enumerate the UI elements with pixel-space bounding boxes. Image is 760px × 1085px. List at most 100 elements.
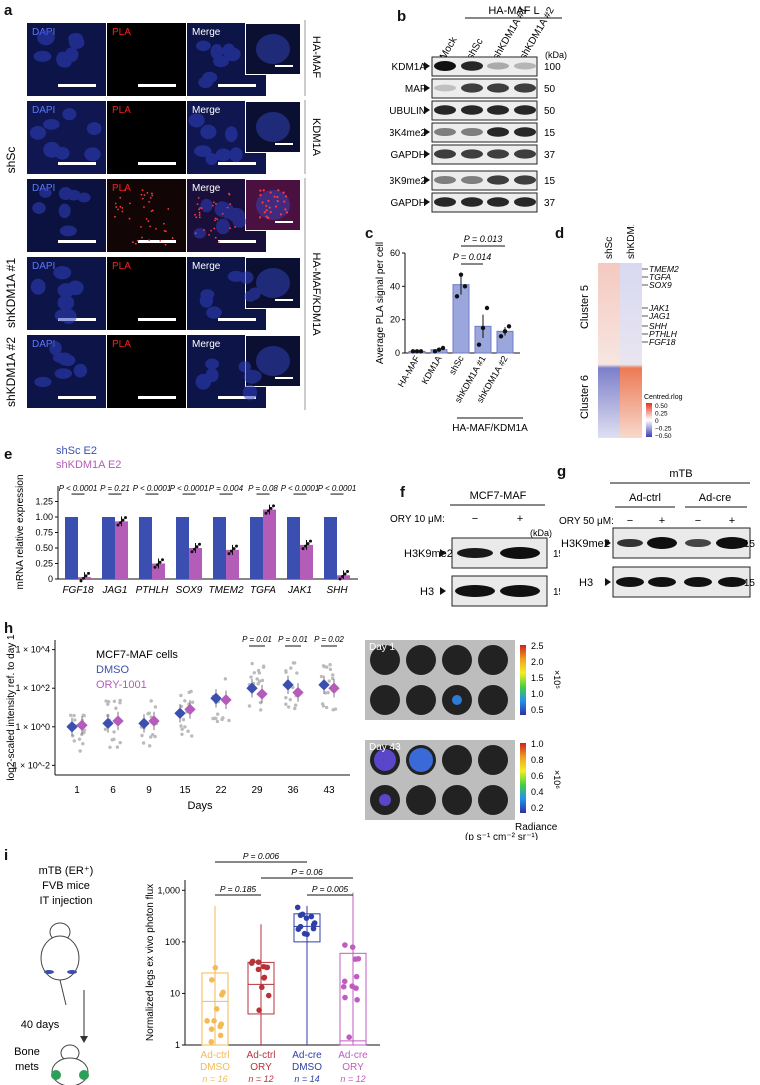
data-point: [180, 732, 184, 736]
band: [514, 175, 536, 185]
nucleus: [86, 122, 102, 136]
kda-label: (kDa): [545, 50, 567, 60]
data-point: [78, 749, 82, 753]
nucleus: [239, 271, 254, 284]
y-tick-label: 1.00: [35, 512, 53, 522]
n-label: n = 12: [248, 1074, 273, 1084]
pla-dot: [198, 214, 201, 216]
mouse-icon: [51, 1044, 89, 1085]
pla-dot: [149, 196, 152, 199]
nucleus: [59, 225, 77, 237]
data-point: [289, 666, 293, 670]
band-label: H3K9me2: [404, 548, 453, 560]
bar: [213, 517, 226, 579]
nucleus: [66, 189, 81, 201]
nucleus: [84, 147, 101, 162]
pla-dot: [141, 189, 144, 192]
pla-dot: [274, 205, 278, 208]
well: [478, 685, 508, 715]
row-label-shkdm1a-2: shKDM1A #2: [4, 337, 18, 407]
gene-label: PTHLH: [649, 329, 678, 339]
data-point: [190, 700, 195, 704]
band-mw: 15: [744, 539, 756, 550]
pla-dot: [199, 207, 201, 209]
band-label: TUBULIN: [390, 106, 426, 117]
data-point: [328, 663, 332, 667]
band-label: H3K9me2: [561, 538, 610, 550]
heatmap-column: [598, 263, 620, 438]
nucleus: [238, 361, 252, 373]
y-tick-label: 40: [390, 281, 400, 291]
band-mw: 50: [544, 84, 556, 95]
pla-dot: [210, 229, 212, 232]
band: [461, 105, 483, 115]
data-point: [193, 547, 196, 551]
y-tick-label: 0: [48, 574, 53, 584]
x-tick-label: Ad-ctrl: [247, 1050, 276, 1061]
bar: [176, 517, 189, 579]
data-point: [183, 699, 187, 703]
x-tick-label: DMSO: [292, 1062, 322, 1073]
p-value: P = 0.185: [220, 884, 257, 894]
nucleus: [60, 309, 77, 325]
gene-label: JAG1: [648, 311, 671, 321]
x-tick-label: JAK1: [287, 585, 312, 596]
data-point: [247, 704, 252, 708]
data-point: [342, 994, 348, 1001]
band-mw: 15: [544, 128, 556, 139]
well: [370, 685, 400, 715]
panel-letter-c: c: [365, 225, 374, 242]
data-point: [204, 1018, 210, 1024]
pla-dot: [212, 201, 215, 204]
x-tick-label: 43: [323, 785, 335, 796]
arrow-icon: [424, 84, 430, 92]
pla-dot: [261, 201, 264, 204]
p-value: P = 0.006: [243, 851, 280, 861]
data-point: [112, 699, 117, 703]
data-point: [343, 572, 347, 576]
data-point: [81, 742, 85, 746]
pla-dot: [124, 189, 126, 192]
legend-tick: −0.50: [655, 433, 672, 440]
band-mw: 15: [553, 549, 560, 560]
panel-a-labels: shSc shKDM1A #1 shKDM1A #2 HA-MAF KDM1A …: [4, 20, 322, 410]
band: [514, 197, 536, 207]
data-point: [338, 577, 342, 581]
data-point: [264, 964, 271, 971]
nucleus: [194, 145, 212, 157]
nucleus: [39, 187, 52, 198]
data-point: [181, 717, 186, 722]
gene-label: SHH: [649, 321, 668, 331]
data-point: [227, 718, 231, 723]
nucleus: [256, 268, 290, 298]
y-axis-label: log2-scaled intensity ref. to day 1: [6, 634, 17, 781]
x-tick-label: Ad-cre: [338, 1050, 368, 1061]
x-tick-label: Ad-cre: [292, 1050, 322, 1061]
chart-c: 0 20 40 60 Average PLA signal per cell HA-MAF…: [375, 234, 528, 434]
signal: [409, 748, 433, 772]
x-tick-label: HA-MAF: [396, 354, 422, 389]
nucleus: [247, 370, 262, 383]
data-point: [301, 930, 308, 937]
data-point: [295, 926, 302, 933]
data-point: [81, 713, 86, 717]
pla-dot: [151, 209, 154, 212]
kda-label: (kDa): [530, 528, 552, 538]
x-tick-label: 29: [251, 785, 263, 796]
p-value: P < 0.0001: [318, 484, 357, 493]
well: [370, 645, 400, 675]
micrograph-pla: PLA: [107, 257, 186, 330]
pla-dot: [203, 229, 205, 231]
pla-dot: [195, 216, 198, 219]
box: [339, 952, 367, 1046]
data-mean: [102, 717, 114, 730]
legend-entry: shKDM1A E2: [56, 459, 121, 471]
gene-label: TGFA: [649, 272, 671, 282]
micrograph-pla: PLA: [107, 101, 186, 174]
nucleus: [43, 118, 60, 130]
pla-dot: [267, 199, 270, 202]
nucleus: [49, 341, 62, 356]
data-point: [256, 682, 260, 686]
nucleus: [43, 141, 61, 158]
data-point: [223, 677, 228, 681]
